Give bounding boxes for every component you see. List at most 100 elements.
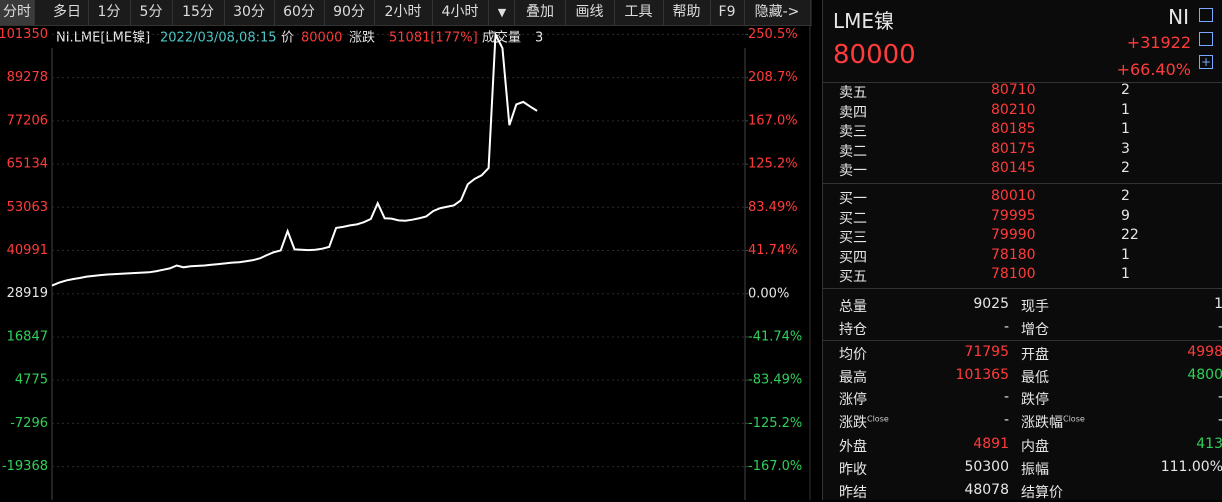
- stat-label: 振幅: [1021, 462, 1049, 478]
- toolbar-tab[interactable]: 15分: [172, 0, 225, 25]
- y-tick-label: 89278: [7, 70, 48, 85]
- toolbar-tab[interactable]: 画线: [565, 0, 615, 25]
- book-price: 79990: [991, 227, 1036, 244]
- toolbar-tab[interactable]: 30分: [224, 0, 275, 25]
- toolbar-tab[interactable]: 叠加: [515, 0, 566, 25]
- book-label: 卖一: [839, 163, 867, 180]
- volume: 3: [535, 31, 543, 46]
- book-price: 80010: [991, 188, 1036, 204]
- stat-label: 涨跌Close: [839, 414, 889, 431]
- y-tick-label: -7296: [10, 416, 48, 431]
- stat-value: 101365: [955, 367, 1009, 383]
- toolbar: 分时 多日 1分 5分 15分 30分 60分 90分 2小时 4小时 叠加 画线 工具 帮助 F9 隐藏->…: [0, 0, 812, 26]
- y2-tick-label: -41.74%: [748, 329, 802, 344]
- stat-label: 昨结: [839, 485, 867, 501]
- book-price: 80185: [991, 121, 1036, 138]
- quote-code: NI: [1168, 5, 1189, 29]
- toolbar-tab[interactable]: 隐藏->: [744, 0, 811, 25]
- book-volume: 3: [1121, 140, 1130, 157]
- price: 80000: [301, 31, 342, 46]
- separator: [823, 183, 1222, 184]
- symbol: NI.LME[LME镍]: [56, 31, 150, 46]
- y-tick-label: 16847: [7, 329, 48, 344]
- y2-tick-label: 167.0%: [748, 113, 798, 128]
- y2-tick-label: -83.49%: [748, 373, 802, 388]
- icon[interactable]: [1199, 8, 1213, 22]
- book-price: 78100: [991, 266, 1036, 283]
- stat-label: 现手: [1021, 299, 1049, 315]
- stat-value: -: [1218, 319, 1222, 335]
- book-label: 卖四: [839, 104, 867, 121]
- stat-label: 外盘: [839, 439, 867, 455]
- stat-label: 涨停: [839, 392, 867, 408]
- stat-note: Close: [867, 414, 889, 424]
- stat-value: 4800: [1187, 367, 1222, 383]
- book-label: 卖三: [839, 124, 867, 141]
- stat-label: 总量: [839, 299, 867, 315]
- book-volume: 2: [1121, 188, 1130, 204]
- separator: [823, 82, 1222, 83]
- icon[interactable]: +: [1199, 55, 1213, 69]
- change: 51081[177%]: [389, 31, 478, 46]
- book-price: 80710: [991, 82, 1036, 98]
- book-volume: 1: [1121, 101, 1130, 118]
- book-price: 78180: [991, 246, 1036, 263]
- stat-label: 持仓: [839, 322, 867, 338]
- stat-value: -: [1218, 412, 1222, 428]
- y2-tick-label: 83.49%: [748, 200, 798, 215]
- stat-value: 4998: [1187, 344, 1222, 360]
- toolbar-tab[interactable]: 90分: [324, 0, 375, 25]
- toolbar-tab[interactable]: 5分: [130, 0, 173, 25]
- stat-label: 内盘: [1021, 439, 1049, 455]
- y2-tick-label: 0.00%: [748, 286, 789, 301]
- stat-value: -: [1003, 412, 1009, 428]
- stat-label: 开盘: [1021, 347, 1049, 363]
- y-tick-label: 65134: [7, 157, 48, 172]
- toolbar-tab[interactable]: 2小时: [374, 0, 433, 25]
- stat-value: 1: [1214, 296, 1222, 312]
- y2-tick-label: 125.2%: [748, 157, 798, 172]
- book-volume: 9: [1121, 207, 1130, 224]
- y-tick-label: 77206: [7, 113, 48, 128]
- toolbar-tab[interactable]: 60分: [274, 0, 325, 25]
- price-line: [51, 30, 538, 287]
- toolbar-tab[interactable]: 分时: [0, 0, 35, 25]
- stat-value: -: [1003, 389, 1009, 405]
- stat-label: 最高: [839, 370, 867, 386]
- stat-value: 413: [1196, 436, 1222, 452]
- y2-tick-label: -125.2%: [748, 416, 802, 431]
- separator: [823, 340, 1222, 341]
- book-price: 80210: [991, 101, 1036, 118]
- y2-tick-label: -167.0%: [748, 459, 802, 474]
- price-label: 价: [281, 31, 294, 46]
- book-label: 卖二: [839, 143, 867, 160]
- toolbar-tab[interactable]: 1分: [88, 0, 131, 25]
- quote-change-pct: +66.40%: [1116, 60, 1191, 79]
- stat-label: 最低: [1021, 370, 1049, 386]
- book-volume: 22: [1121, 227, 1139, 244]
- stat-label: 跌停: [1021, 392, 1049, 408]
- y-tick-label: 4775: [15, 373, 48, 388]
- datetime: 2022/03/08,08:15: [160, 31, 277, 46]
- toolbar-tab[interactable]: 帮助: [663, 0, 711, 25]
- book-label: 卖五: [839, 85, 867, 101]
- stat-value: 4891: [973, 436, 1009, 452]
- book-volume: 1: [1121, 121, 1130, 138]
- toolbar-tab[interactable]: F9: [710, 0, 745, 25]
- quote-price: 80000: [833, 40, 916, 70]
- y-tick-label: 53063: [7, 200, 48, 215]
- book-volume: 2: [1121, 160, 1130, 177]
- y-tick-label: 101350: [0, 27, 48, 42]
- book-price: 79995: [991, 207, 1036, 224]
- icon[interactable]: [1199, 32, 1213, 46]
- toolbar-tab[interactable]: 4小时: [432, 0, 489, 25]
- dropdown-icon[interactable]: ▼: [490, 0, 515, 25]
- toolbar-tab[interactable]: 工具: [614, 0, 664, 25]
- toolbar-tab[interactable]: 多日: [46, 0, 89, 25]
- y-tick-label: 40991: [7, 243, 48, 258]
- volume-label: 成交量: [482, 30, 521, 46]
- stat-value: -: [1218, 389, 1222, 405]
- book-volume: 1: [1121, 266, 1130, 283]
- book-label: 买五: [839, 269, 867, 286]
